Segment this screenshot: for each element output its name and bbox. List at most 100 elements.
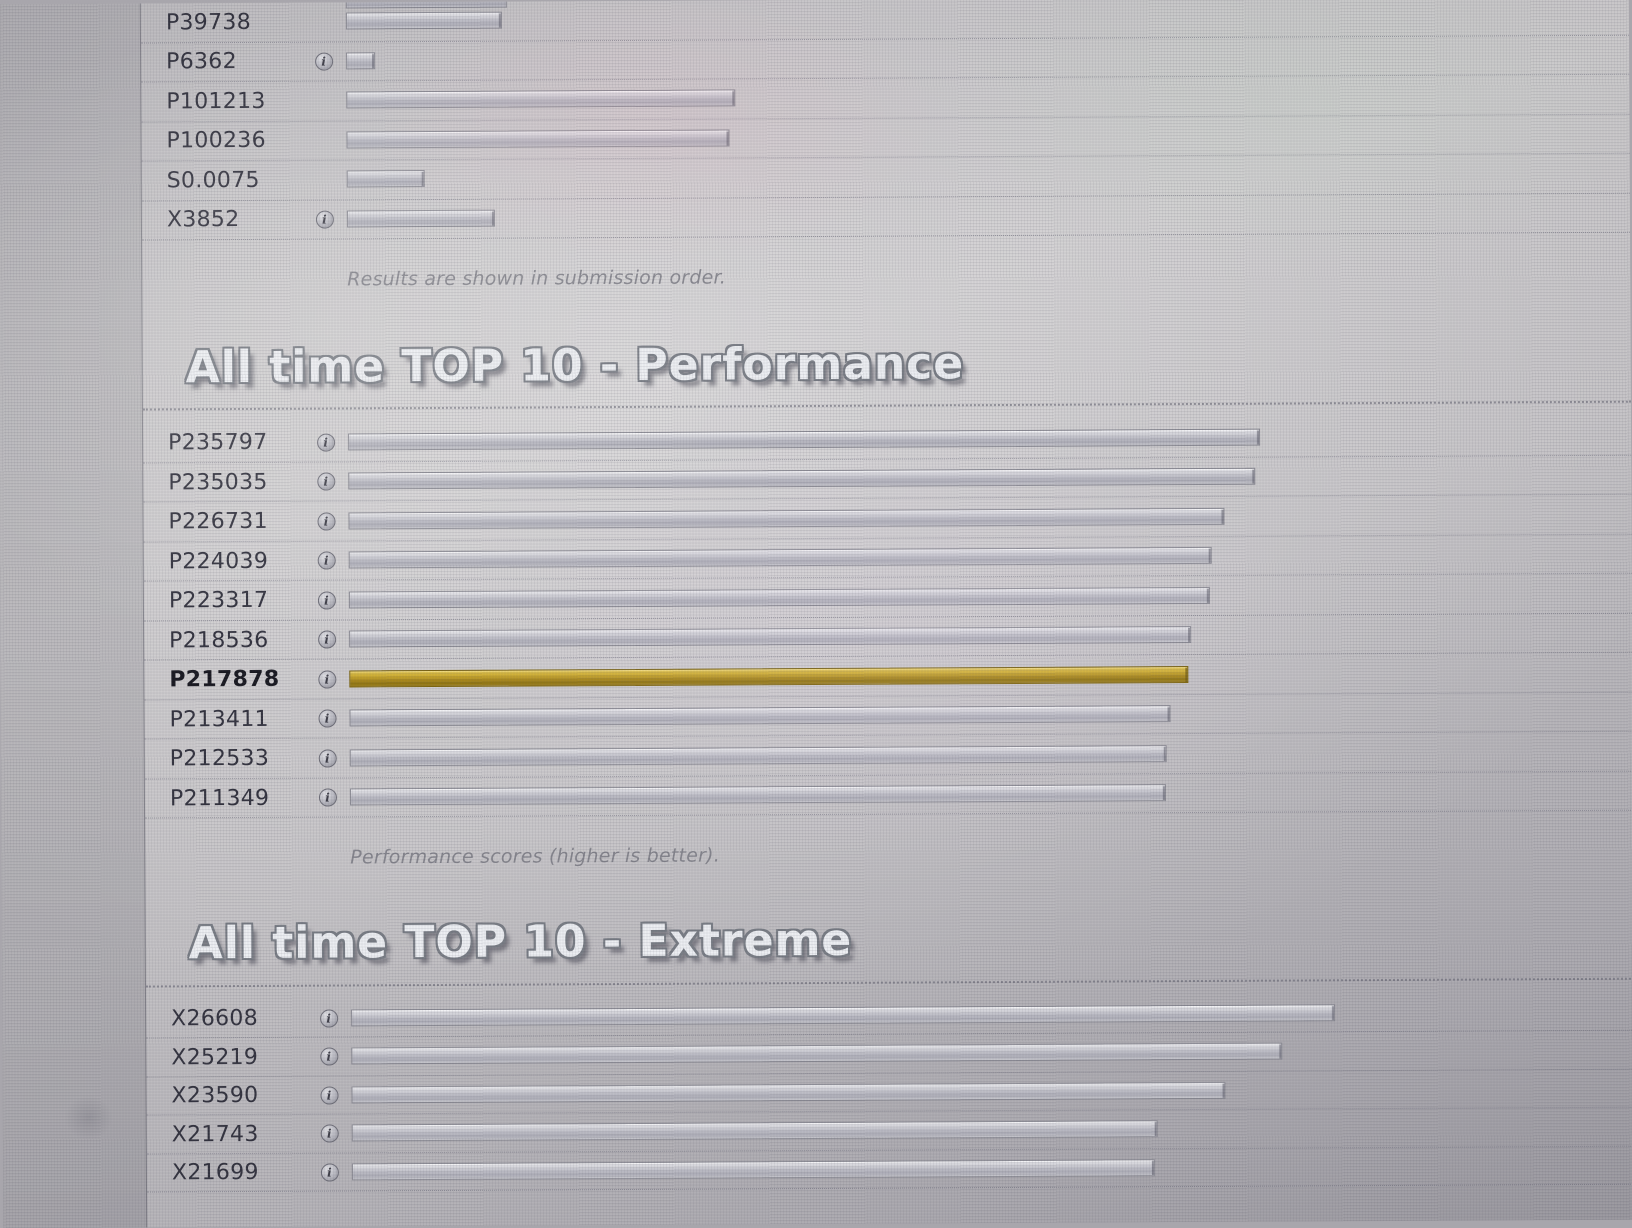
result-score-link[interactable]: S0.0075 xyxy=(167,167,302,193)
score-bar-track xyxy=(349,584,1632,609)
score-bar-track xyxy=(351,1002,1632,1027)
info-icon-cell: i xyxy=(305,749,350,767)
info-icon-cell: i xyxy=(303,473,348,491)
result-score-link[interactable]: P218536 xyxy=(169,627,304,653)
result-rows: P39738 P6362 i P101213 P100236 S0.0075 X3852 i xyxy=(141,0,1630,241)
score-bar xyxy=(350,745,1167,766)
info-icon-cell: i xyxy=(303,433,348,451)
score-bar-track xyxy=(347,164,1630,189)
info-icon-cell: i xyxy=(306,1047,351,1065)
score-bar xyxy=(349,587,1210,609)
score-bar-track xyxy=(350,782,1632,807)
score-bar-track xyxy=(348,426,1631,451)
score-bar-track xyxy=(351,1079,1632,1104)
result-score-link[interactable]: P226731 xyxy=(168,509,303,535)
info-icon-cell: i xyxy=(305,789,350,807)
info-icon[interactable]: i xyxy=(320,1009,338,1027)
score-bar xyxy=(349,626,1191,647)
score-bar xyxy=(351,1081,1225,1103)
result-score-link[interactable]: X26608 xyxy=(171,1006,306,1032)
info-icon-cell: i xyxy=(302,210,347,228)
result-score-link[interactable]: P211349 xyxy=(170,785,305,811)
info-icon-cell: i xyxy=(307,1163,352,1181)
info-icon-cell: i xyxy=(301,52,346,70)
result-score-link[interactable]: X21743 xyxy=(172,1121,307,1147)
info-icon[interactable]: i xyxy=(315,52,333,70)
info-icon[interactable]: i xyxy=(320,1125,338,1143)
page-left-margin xyxy=(0,4,147,1228)
score-bar-track xyxy=(350,703,1632,728)
score-bar-track xyxy=(346,124,1629,149)
info-icon[interactable]: i xyxy=(320,1086,338,1104)
info-icon-cell: i xyxy=(304,631,349,649)
score-bar-track xyxy=(348,466,1631,491)
score-bar xyxy=(346,52,375,69)
score-bar xyxy=(348,468,1255,490)
info-icon[interactable]: i xyxy=(317,433,335,451)
score-bar xyxy=(350,784,1166,805)
highlighted-score-bar xyxy=(349,666,1188,687)
result-score-link[interactable]: P101213 xyxy=(166,88,301,114)
info-icon-cell: i xyxy=(304,591,349,609)
result-score-link[interactable]: P100236 xyxy=(166,128,301,154)
top10-performance-heading: All time TOP 10 - Performance xyxy=(143,337,1631,411)
result-score-link[interactable]: X25219 xyxy=(171,1044,306,1070)
score-bar-track xyxy=(352,1156,1632,1181)
score-bar xyxy=(351,1043,1282,1065)
score-bar xyxy=(346,12,502,30)
info-icon[interactable]: i xyxy=(317,591,335,609)
submission-order-note: Results are shown in submission order. xyxy=(347,261,1630,292)
score-bar-track xyxy=(349,663,1632,688)
score-bar xyxy=(348,428,1260,450)
result-score-link[interactable]: X3852 xyxy=(167,207,302,233)
result-score-link[interactable]: P6362 xyxy=(166,49,301,75)
result-score-link[interactable]: P39738 xyxy=(166,9,301,35)
score-bar-track xyxy=(346,45,1629,70)
score-bar xyxy=(349,547,1212,569)
photo-smudge xyxy=(65,1096,113,1140)
info-icon-cell: i xyxy=(304,552,349,570)
score-bar-track xyxy=(351,1041,1632,1066)
score-bar-track xyxy=(350,742,1632,767)
info-icon[interactable]: i xyxy=(318,670,336,688)
info-icon[interactable]: i xyxy=(315,210,333,228)
info-icon[interactable]: i xyxy=(317,552,335,570)
score-bar-track xyxy=(346,6,1629,31)
info-icon[interactable]: i xyxy=(320,1163,338,1181)
result-rows: X26608 i X25219 i X23590 i X21743 i X21699 i xyxy=(146,993,1632,1193)
result-score-link[interactable]: P235035 xyxy=(168,469,303,495)
info-icon[interactable]: i xyxy=(318,789,336,807)
score-bar xyxy=(352,1159,1155,1180)
result-score-link[interactable]: P224039 xyxy=(169,548,304,574)
result-score-link[interactable]: P212533 xyxy=(170,746,305,772)
info-icon-cell: i xyxy=(307,1124,352,1142)
score-bar xyxy=(347,209,495,227)
result-row: X3852 i xyxy=(142,193,1630,240)
info-icon[interactable]: i xyxy=(317,473,335,491)
score-bar xyxy=(348,508,1224,530)
info-icon-cell: i xyxy=(305,710,350,728)
result-row: P211349 i xyxy=(145,772,1632,819)
result-score-link[interactable]: P235797 xyxy=(168,430,303,456)
result-score-link[interactable]: P213411 xyxy=(169,706,304,732)
info-icon[interactable]: i xyxy=(317,512,335,530)
score-bar xyxy=(347,170,425,187)
score-bar xyxy=(351,1004,1335,1026)
info-icon[interactable]: i xyxy=(318,749,336,767)
info-icon-cell: i xyxy=(306,1009,351,1027)
info-icon-cell: i xyxy=(304,670,349,688)
result-score-link[interactable]: X23590 xyxy=(171,1083,306,1109)
score-bar-track xyxy=(347,203,1630,228)
result-score-link[interactable]: X21699 xyxy=(172,1160,307,1186)
info-icon[interactable]: i xyxy=(318,631,336,649)
info-icon[interactable]: i xyxy=(318,710,336,728)
info-icon[interactable]: i xyxy=(320,1048,338,1066)
score-bar xyxy=(352,1120,1158,1141)
result-score-link[interactable]: P223317 xyxy=(169,588,304,614)
result-score-link[interactable]: P217878 xyxy=(169,667,304,693)
